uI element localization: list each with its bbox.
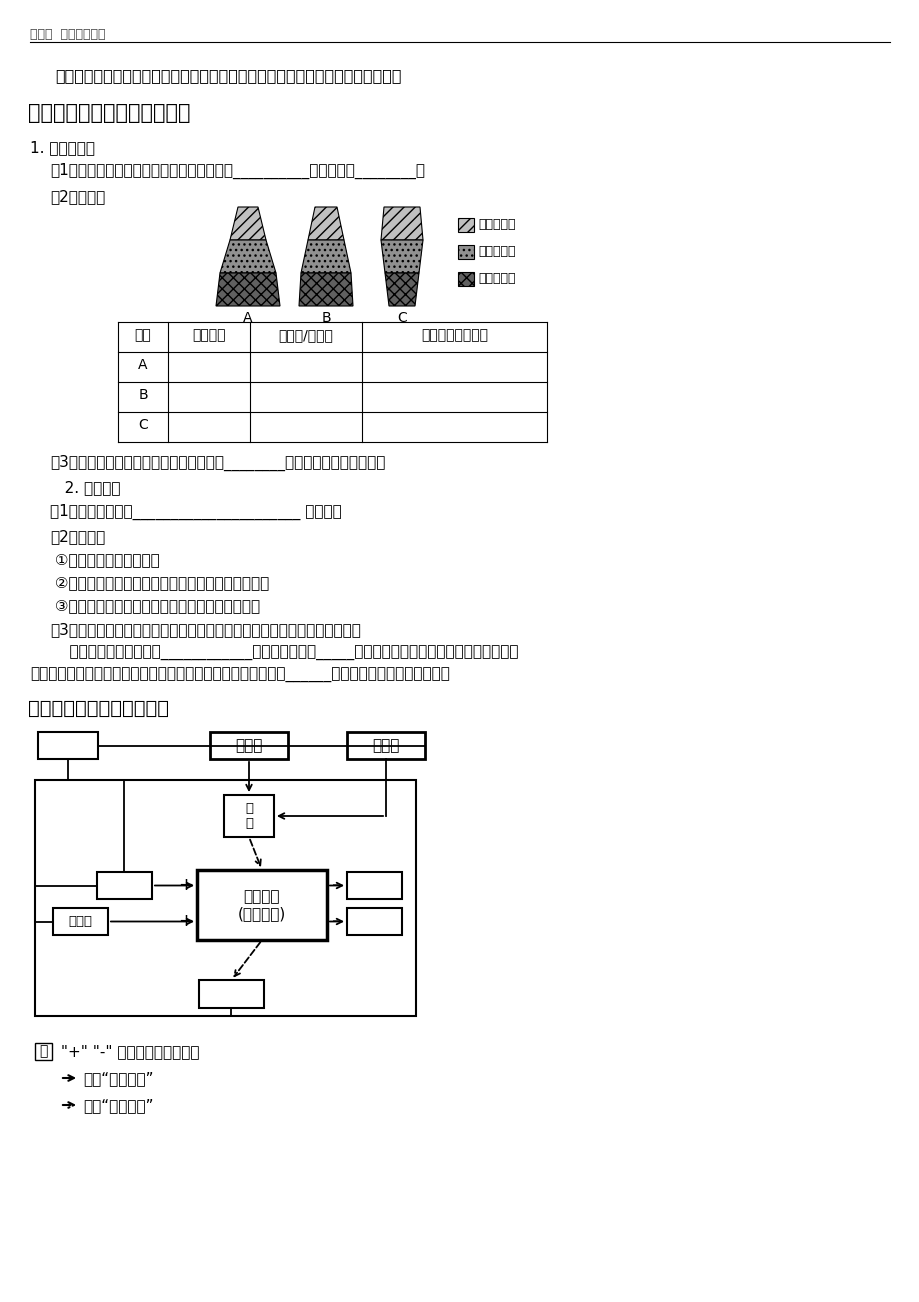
Text: 幼年个体数: 幼年个体数 xyxy=(478,272,515,285)
FancyBboxPatch shape xyxy=(346,872,402,898)
Text: A: A xyxy=(243,311,253,326)
Text: 种群数量变化趋势: 种群数量变化趋势 xyxy=(421,328,487,342)
FancyBboxPatch shape xyxy=(346,907,402,935)
Text: 稳定型: 稳定型 xyxy=(235,738,263,753)
Text: （1）概念：种群的年龄结构是指一个种群中__________个体数目的________。: （1）概念：种群的年龄结构是指一个种群中__________个体数目的_____… xyxy=(50,163,425,180)
Bar xyxy=(458,217,473,232)
Text: 2. 性别比例: 2. 性别比例 xyxy=(50,480,120,495)
Polygon shape xyxy=(380,207,423,240)
FancyBboxPatch shape xyxy=(197,870,326,940)
Text: 出生率/死亡率: 出生率/死亡率 xyxy=(278,328,333,342)
Bar xyxy=(35,1043,52,1060)
Text: 种群: 种群 xyxy=(134,328,152,342)
Text: （四）、年龄结构和性别比例: （四）、年龄结构和性别比例 xyxy=(28,103,190,122)
Polygon shape xyxy=(299,273,353,306)
Bar xyxy=(35,780,415,1016)
Text: （2）类型：: （2）类型： xyxy=(50,529,105,544)
Text: A: A xyxy=(138,358,148,372)
FancyBboxPatch shape xyxy=(38,732,98,759)
Text: 二、种群数量特征间的关系: 二、种群数量特征间的关系 xyxy=(28,699,169,717)
Text: （3）意义：种群的性别比例在一定程度上通过影响出生率间接影响种群密度: （3）意义：种群的性别比例在一定程度上通过影响出生率间接影响种群密度 xyxy=(50,622,360,637)
Text: 老年个体数: 老年个体数 xyxy=(478,217,515,230)
Text: B: B xyxy=(138,388,148,402)
Text: 衰退型: 衰退型 xyxy=(372,738,399,753)
Text: 表示“直接影响”: 表示“直接影响” xyxy=(83,1072,153,1086)
Text: +: + xyxy=(178,876,193,894)
Polygon shape xyxy=(230,207,266,240)
Text: B: B xyxy=(321,311,331,326)
Text: 第一章  种群及其动态: 第一章 种群及其动态 xyxy=(30,29,106,40)
FancyBboxPatch shape xyxy=(96,872,152,898)
Polygon shape xyxy=(301,240,351,273)
Text: 注: 注 xyxy=(40,1044,48,1059)
Polygon shape xyxy=(220,240,276,273)
Text: ③雌少雄多型，如家白蚁等营社会性生活的动物。: ③雌少雄多型，如家白蚁等营社会性生活的动物。 xyxy=(50,598,260,613)
Text: 所属类型: 所属类型 xyxy=(192,328,225,342)
FancyBboxPatch shape xyxy=(346,732,425,759)
Bar xyxy=(458,272,473,286)
Text: 意义：出生率、死亡率、迁入率和迁出率是决定种群大小和种群密度的直接因素。: 意义：出生率、死亡率、迁入率和迁出率是决定种群大小和种群密度的直接因素。 xyxy=(55,68,401,83)
Text: （1）概念：种群中______________________ 的比例。: （1）概念：种群中______________________ 的比例。 xyxy=(50,504,341,521)
Text: ①雌雄相当型，如人类；: ①雌雄相当型，如人类； xyxy=(50,552,160,566)
Bar xyxy=(458,245,473,259)
Text: （2）类型：: （2）类型： xyxy=(50,189,105,204)
FancyBboxPatch shape xyxy=(210,732,288,759)
Text: +: + xyxy=(178,913,193,931)
Polygon shape xyxy=(384,273,418,306)
Text: -: - xyxy=(332,875,339,896)
Text: 表示“间接影响”: 表示“间接影响” xyxy=(83,1098,153,1113)
FancyBboxPatch shape xyxy=(53,907,108,935)
FancyBboxPatch shape xyxy=(199,980,264,1008)
Text: C: C xyxy=(397,311,406,326)
Text: 种群数量
(种群密度): 种群数量 (种群密度) xyxy=(238,889,286,922)
Text: 成年个体数: 成年个体数 xyxy=(478,245,515,258)
Polygon shape xyxy=(216,273,279,306)
Text: C: C xyxy=(138,418,148,432)
FancyBboxPatch shape xyxy=(223,796,274,837)
Text: 会使很多雌性个体不能完成交配，从而使该害虫的种群密度明显______，达到控制害虫数量的目的。: 会使很多雌性个体不能完成交配，从而使该害虫的种群密度明显______，达到控制害… xyxy=(30,668,449,684)
Text: 预
测: 预 测 xyxy=(244,802,253,829)
Text: 例如：利用人工合成的____________诱杀某种害虫的_____个体，破坏害虫种群正常的性别比例，就: 例如：利用人工合成的____________诱杀某种害虫的_____个体，破坏害… xyxy=(50,646,518,661)
Text: 1. 年龄结构：: 1. 年龄结构： xyxy=(30,141,95,155)
Text: "+" "-" 分别表示增加、减少: "+" "-" 分别表示增加、减少 xyxy=(56,1044,199,1059)
Text: （3）意义：通过分析种群的年龄结构可以________该种群的数量变化趋势。: （3）意义：通过分析种群的年龄结构可以________该种群的数量变化趋势。 xyxy=(50,454,385,471)
Text: 迁入率: 迁入率 xyxy=(68,915,93,928)
Text: -: - xyxy=(332,911,339,931)
Polygon shape xyxy=(308,207,344,240)
Text: ②雌多雄少型，如，人工控制的种群（猪、鸡）等；: ②雌多雄少型，如，人工控制的种群（猪、鸡）等； xyxy=(50,575,269,590)
Polygon shape xyxy=(380,240,423,273)
